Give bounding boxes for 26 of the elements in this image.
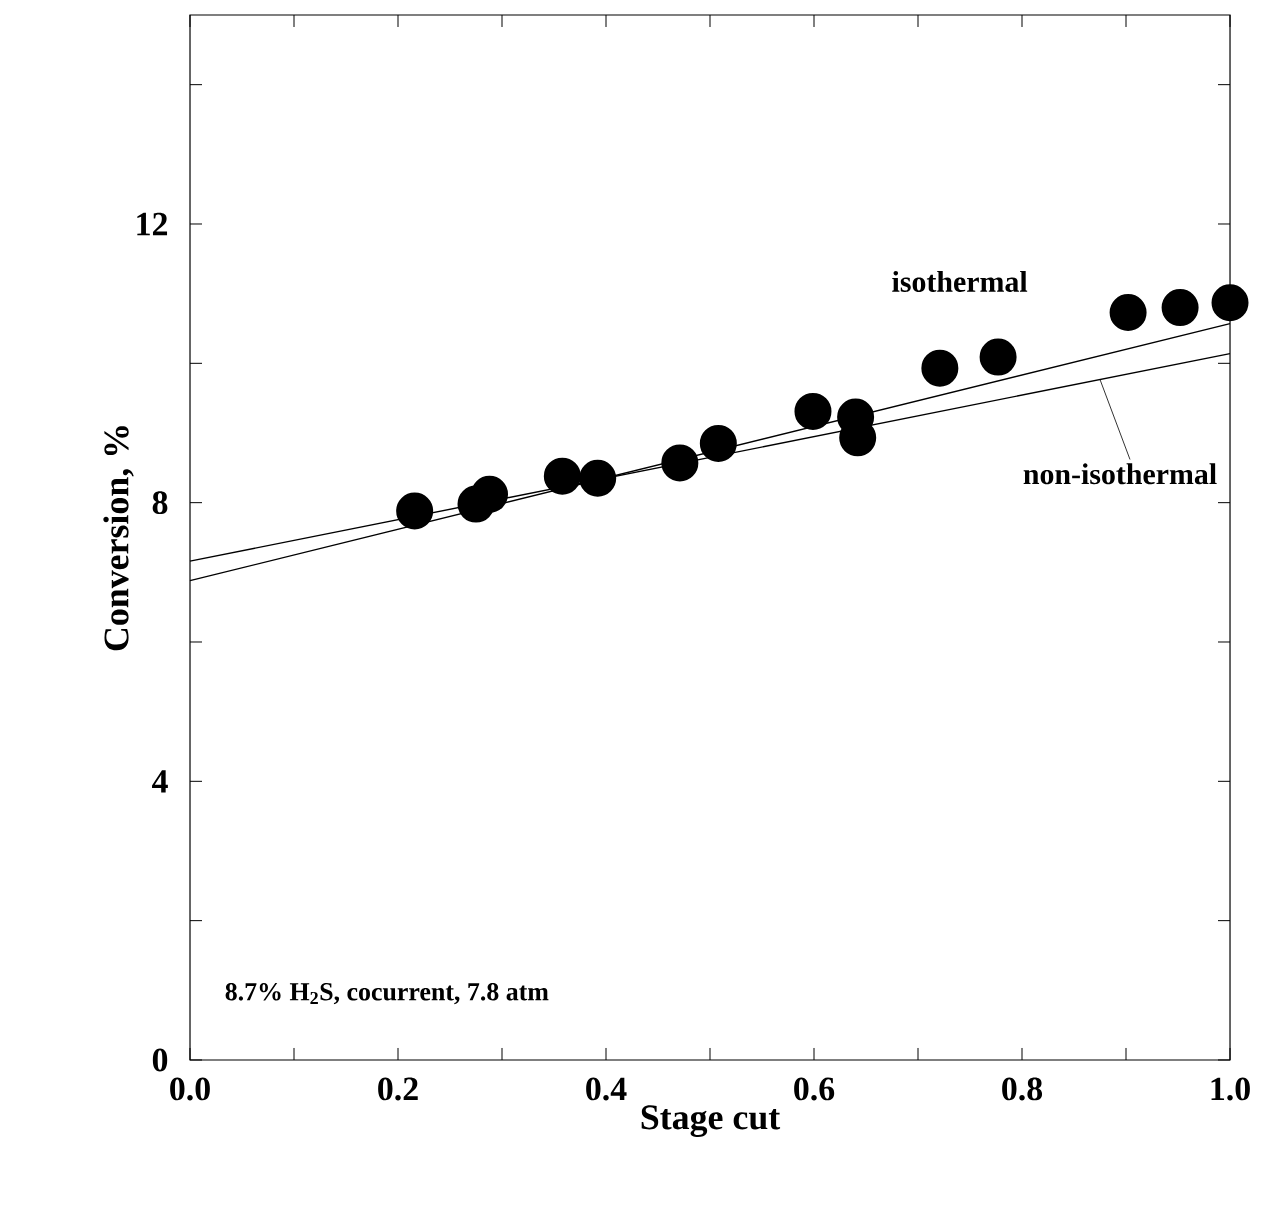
point [979, 338, 1017, 376]
x-tick-label: 1.0 [1211, 1077, 1250, 1101]
x-tick-label: 0.8 [1002, 1077, 1043, 1101]
annotation: 8.7% H$_{2}$S, cocurrent, 7.8 atm [225, 982, 549, 1005]
point [921, 349, 959, 387]
text: non-isothermal [1023, 463, 1217, 485]
x-axis-title: Stage cut [641, 1105, 781, 1138]
point [1109, 293, 1147, 331]
x-tick-label: 0.0 [170, 1077, 210, 1101]
x-tick-label: 0.2 [378, 1077, 418, 1101]
x-tick-label: 0.4 [586, 1077, 627, 1101]
point [661, 444, 699, 482]
point [471, 475, 509, 513]
text: isothermal [892, 270, 1028, 292]
y-tick-label: 0 [152, 1048, 168, 1072]
point [396, 492, 434, 530]
point [579, 459, 617, 497]
y-tick-label: 4 [152, 770, 168, 793]
point [543, 457, 581, 495]
point [794, 392, 832, 430]
y-tick-label: 8 [152, 491, 168, 515]
y-tick-label: 12 [137, 212, 168, 236]
y-axis-title: Conversion, % [103, 426, 134, 651]
x-tick-label: 0.6 [794, 1077, 835, 1101]
point [699, 424, 737, 462]
point [1161, 289, 1199, 327]
